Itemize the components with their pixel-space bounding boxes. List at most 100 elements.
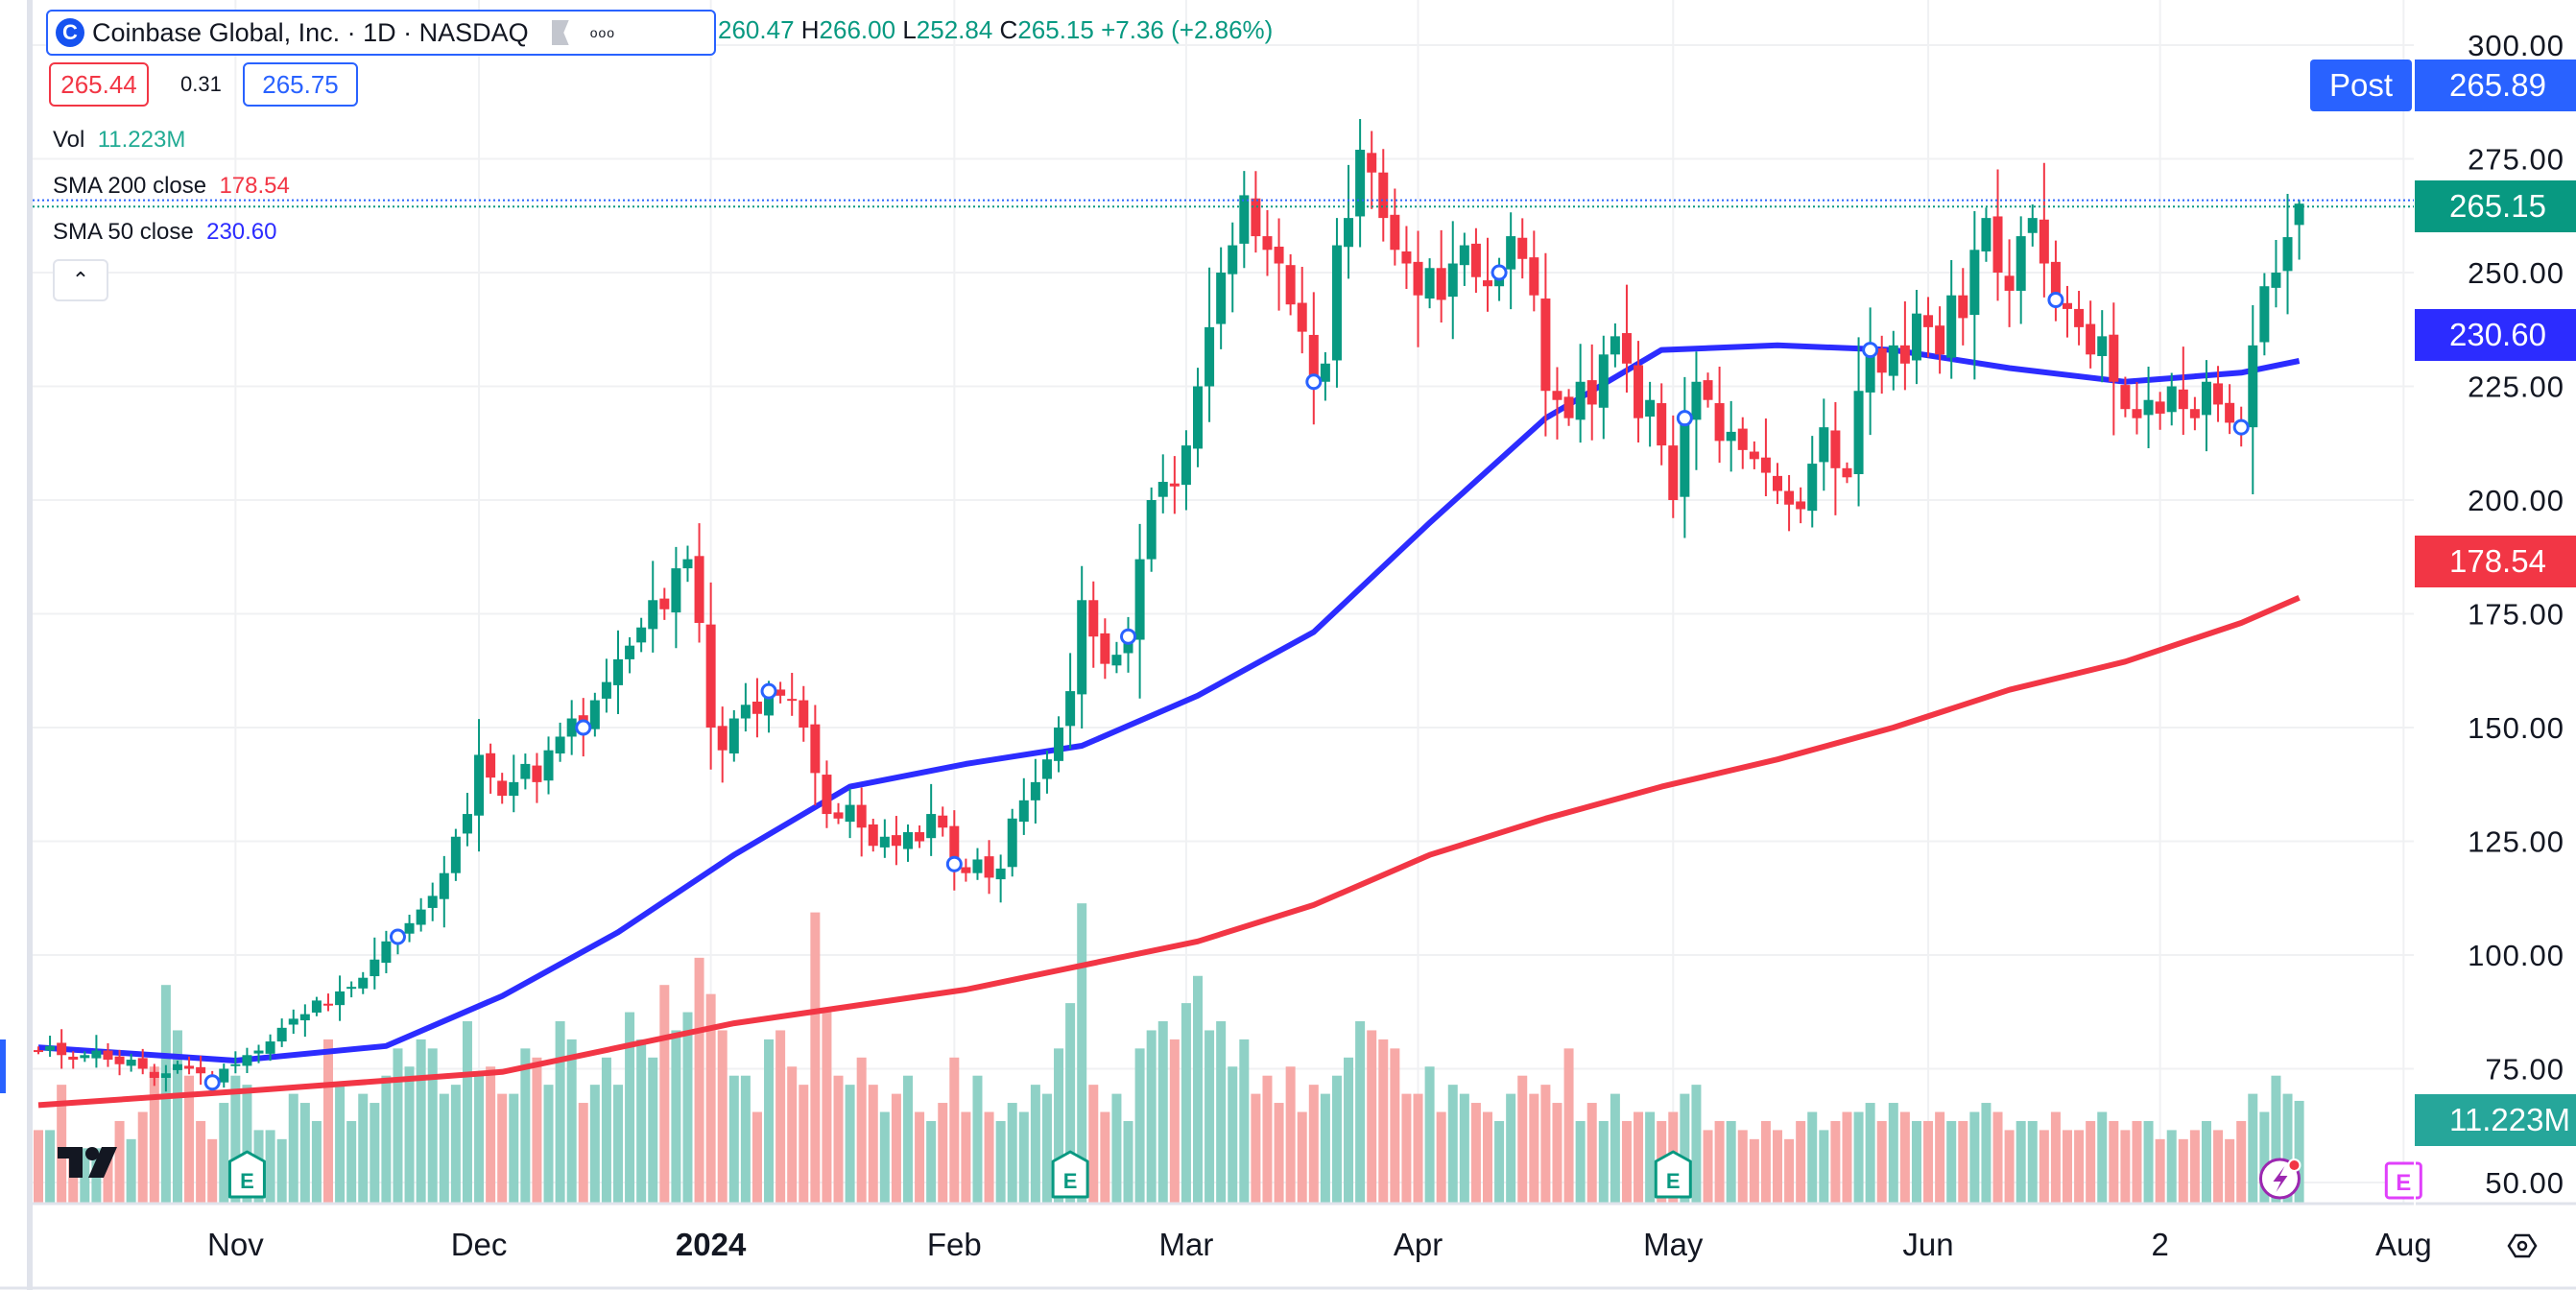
candle-body: [822, 775, 832, 815]
candle-body: [1424, 268, 1435, 299]
volume-bar: [184, 1075, 195, 1203]
volume-bar: [462, 1021, 472, 1203]
volume-bar: [1297, 1111, 1307, 1203]
change-value: +7.36 (+2.86%): [1101, 15, 1274, 44]
idea-marker-icon: [2232, 418, 2250, 436]
candle-body: [2271, 273, 2281, 288]
volume-bar: [2178, 1138, 2188, 1203]
candle-body: [775, 689, 786, 696]
tradingview-logo[interactable]: [58, 1147, 117, 1178]
volume-bar: [1401, 1093, 1412, 1203]
volume-legend[interactable]: Vol 11.223M: [53, 127, 185, 154]
candle-body: [381, 941, 392, 964]
volume-bar: [1935, 1111, 1945, 1203]
volume-bar: [404, 1066, 415, 1203]
candle-body: [1239, 195, 1250, 244]
price-tick-label: 225.00: [2468, 370, 2564, 404]
sma200-price-tag: 178.54: [2415, 536, 2576, 587]
volume-bar: [393, 1048, 403, 1203]
price-tick-label: 125.00: [2468, 825, 2564, 859]
volume-bar: [450, 1085, 461, 1203]
volume-bar: [1367, 1030, 1377, 1203]
candle-body: [137, 1058, 148, 1069]
volume-bar: [323, 1039, 333, 1203]
symbol-title-button[interactable]: C Coinbase Global, Inc. · 1D · NASDAQ oo…: [46, 10, 716, 56]
post-market-label: Post: [2310, 60, 2412, 111]
volume-bar: [938, 1103, 948, 1203]
candle-body: [1691, 381, 1702, 420]
collapse-legend-button[interactable]: ⌃: [53, 259, 108, 301]
price-tick-label: 75.00: [2485, 1053, 2564, 1087]
candle-body: [2178, 389, 2188, 410]
candle-body: [1355, 150, 1366, 217]
idea-marker-icon: [760, 682, 777, 700]
time-tick-label: 2024: [676, 1227, 747, 1262]
volume-bar: [1088, 1085, 1099, 1203]
candle-body: [1344, 218, 1354, 248]
buy-price-button[interactable]: 265.75: [243, 62, 358, 107]
volume-bar: [1992, 1111, 2003, 1203]
volume-bar: [265, 1130, 275, 1203]
idea-marker-icon: [1676, 410, 1693, 427]
volume-bar: [1680, 1093, 1690, 1203]
volume-bar: [1436, 1111, 1446, 1203]
candle-body: [1274, 246, 1284, 264]
volume-bar: [1018, 1111, 1029, 1203]
candle-body: [1367, 153, 1377, 173]
price-tick-label: 150.00: [2468, 711, 2564, 745]
volume-bar: [555, 1021, 565, 1203]
left-scroll-indicator[interactable]: [0, 1039, 6, 1093]
candle-body: [1737, 428, 1748, 450]
candle-body: [2132, 409, 2142, 418]
volume-bar: [2155, 1138, 2165, 1203]
axes[interactable]: 300.00275.00250.00225.00200.00175.00150.…: [207, 29, 2564, 1262]
volume-bar: [45, 1130, 56, 1203]
sma200-legend[interactable]: SMA 200 close 178.54: [53, 173, 290, 200]
volume-bar: [1494, 1120, 1505, 1203]
candle-body: [787, 699, 798, 702]
time-tick-label: Jun: [1902, 1227, 1953, 1262]
post-price-tag: 265.89: [2415, 60, 2576, 111]
candle-body: [856, 804, 867, 828]
volume-bar: [1100, 1111, 1110, 1203]
volume-bar: [34, 1130, 43, 1203]
candle-body: [45, 1045, 56, 1051]
volume-bar: [1517, 1075, 1528, 1203]
volume-bar: [370, 1103, 380, 1203]
candle-body: [1610, 336, 1620, 355]
candle-body: [358, 977, 369, 989]
volume-bar: [845, 1085, 855, 1203]
volume-bar: [2282, 1093, 2293, 1203]
volume-bar: [949, 1057, 960, 1203]
volume-bar: [787, 1066, 798, 1203]
volume-bar: [1205, 1030, 1215, 1203]
candle-body: [764, 691, 775, 716]
volume-bar: [149, 1066, 159, 1203]
price-tick-label: 200.00: [2468, 484, 2564, 517]
candle-body: [833, 812, 844, 819]
volume-bar: [1540, 1085, 1551, 1203]
volume-bar: [915, 1111, 925, 1203]
volume-bar: [358, 1093, 369, 1203]
volume-bar: [1169, 1039, 1180, 1203]
volume-bar: [103, 1148, 113, 1203]
candle-body: [566, 718, 577, 737]
volume-bar: [1726, 1120, 1736, 1203]
candle-body: [1007, 818, 1017, 868]
idea-marker-icon: [1862, 342, 1879, 359]
candle-body: [1946, 295, 1957, 358]
candle-body: [1830, 430, 1841, 468]
candle-body: [323, 1003, 333, 1006]
chevron-up-icon: ⌃: [71, 268, 90, 292]
settings-icon[interactable]: [2507, 1233, 2538, 1258]
sell-price-button[interactable]: 265.44: [49, 62, 149, 107]
more-options-icon[interactable]: ooo: [589, 25, 616, 40]
sma50-legend[interactable]: SMA 50 close 230.60: [53, 219, 277, 246]
volume-bar: [1030, 1085, 1040, 1203]
candle-body: [1413, 261, 1423, 296]
flag-icon[interactable]: [551, 20, 569, 45]
candle-body: [659, 598, 670, 609]
left-border: [27, 0, 33, 1290]
